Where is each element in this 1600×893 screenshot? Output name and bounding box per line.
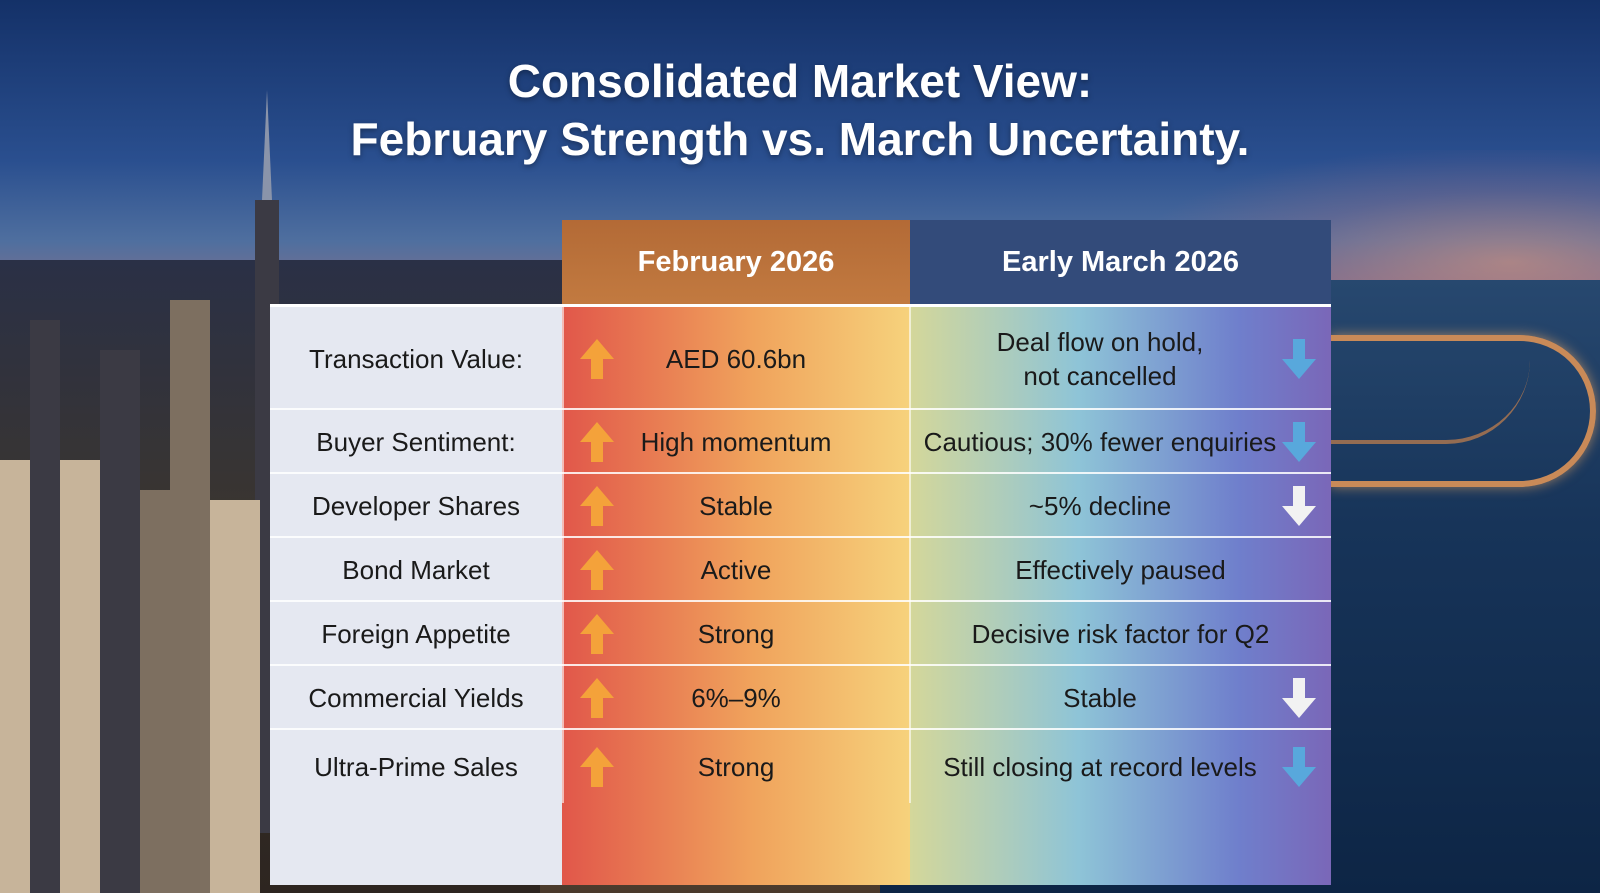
march-value: ~5% decline [1028, 491, 1172, 521]
building [100, 350, 140, 893]
column-divider [909, 410, 911, 474]
up-arrow-icon [580, 678, 614, 718]
column-divider [562, 474, 564, 538]
down-arrow-icon-blue [1282, 746, 1316, 787]
up-arrow-icon [580, 486, 614, 526]
february-value: Strong [697, 751, 775, 782]
down-arrow-icon-white [1282, 678, 1316, 718]
column-divider [909, 307, 911, 410]
down-arrow-icon-blue [1282, 422, 1316, 462]
february-value: Active [700, 555, 772, 585]
row-divider [270, 472, 1331, 474]
down-arrow-icon-blue [1282, 338, 1316, 379]
march-value: Effectively paused [1015, 555, 1226, 585]
february-value: High momentum [640, 427, 832, 457]
column-divider [909, 538, 911, 602]
up-arrow-icon [580, 746, 614, 787]
column-divider [562, 730, 564, 803]
tower-spire [262, 90, 272, 200]
column-divider [909, 602, 911, 666]
column-divider [562, 410, 564, 474]
row-label: Bond Market [342, 555, 490, 585]
up-arrow-icon [580, 550, 614, 590]
table-row: Bond Market Active Effectively paused [270, 538, 1331, 602]
march-value: Still closing at record levels [943, 751, 1257, 782]
table-row: Commercial Yields 6%–9% Stable [270, 666, 1331, 730]
march-value: Deal flow on hold, not cancelled [996, 326, 1204, 391]
palm-island-fronds [1330, 360, 1530, 444]
row-divider [270, 664, 1331, 666]
row-label: Commercial Yields [308, 683, 524, 713]
row-divider [270, 408, 1331, 410]
column-divider [562, 307, 564, 410]
row-label: Foreign Appetite [321, 619, 511, 649]
building [170, 300, 210, 893]
table-row: Developer Shares Stable ~5% decline [270, 474, 1331, 538]
march-value: Stable [1063, 683, 1137, 713]
march-column [910, 307, 1331, 885]
header-divider [270, 304, 1331, 307]
february-value: AED 60.6bn [665, 343, 807, 374]
row-divider [270, 600, 1331, 602]
title-line-1: Consolidated Market View: [507, 55, 1093, 107]
row-divider [270, 536, 1331, 538]
row-divider [270, 728, 1331, 730]
column-divider [909, 666, 911, 730]
up-arrow-icon [580, 614, 614, 654]
page-title: Consolidated Market View: February Stren… [0, 52, 1600, 168]
column-header-early-march: Early March 2026 [910, 220, 1331, 304]
building [30, 320, 60, 893]
title-line-2: February Strength vs. March Uncertainty. [350, 113, 1250, 165]
table-row: Ultra-Prime Sales Strong Still closing at … [270, 730, 1331, 803]
palm-island [1330, 335, 1596, 487]
column-divider [562, 666, 564, 730]
column-divider [562, 602, 564, 666]
column-divider [909, 474, 911, 538]
march-value: Cautious; 30% fewer enquiries [923, 427, 1277, 457]
column-divider [909, 730, 911, 803]
february-column [562, 307, 910, 885]
february-value: Strong [697, 619, 775, 649]
column-divider [562, 538, 564, 602]
row-label: Developer Shares [311, 491, 521, 521]
table-row: Buyer Sentiment: High momentum Cautious; 3… [270, 410, 1331, 474]
up-arrow-icon [580, 422, 614, 462]
down-arrow-icon-white [1282, 486, 1316, 526]
table-row: Foreign Appetite Strong Decisive risk fact… [270, 602, 1331, 666]
february-value: 6%–9% [691, 683, 781, 713]
row-label: Transaction Value: [309, 343, 523, 374]
table-row: Transaction Value: AED 60.6bn Deal flow on… [270, 307, 1331, 410]
row-label: Buyer Sentiment: [316, 427, 516, 457]
row-label: Ultra-Prime Sales [314, 751, 518, 782]
march-value: Decisive risk factor for Q2 [971, 619, 1270, 649]
up-arrow-icon [580, 338, 614, 379]
february-value: Stable [699, 491, 773, 521]
label-column [270, 307, 562, 885]
column-header-february: February 2026 [562, 220, 910, 304]
